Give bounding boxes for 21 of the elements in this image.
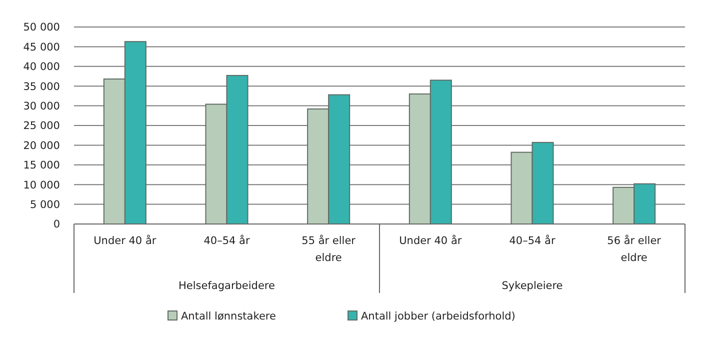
x-tick-label: 56 år eller eldre (607, 234, 662, 264)
y-tick-label: 25 000 (23, 120, 60, 132)
text: Helsefagarbeidere (178, 280, 275, 292)
y-tick-label: 0 (53, 218, 60, 231)
y-tick-label: 35 000 (23, 80, 60, 93)
x-tick-label: 40–54 år (204, 234, 250, 247)
x-tick-label: 40–54 år (509, 234, 556, 247)
y-tick-label: 10 000 (23, 179, 60, 192)
y-tick-label: 40 000 (23, 61, 60, 74)
x-tick-label: Under 40 år (399, 234, 462, 247)
legend-label: Antall jobber (arbeidsforhold) (361, 310, 516, 323)
y-tick-label: 5 000 (30, 198, 60, 211)
legend-label: Antall lønnstakere (181, 310, 276, 323)
y-tick-label: 30 000 (23, 100, 60, 112)
text: Sykepleiere (502, 280, 563, 292)
y-tick-label: 20 000 (23, 140, 60, 152)
x-tick-label: 55 år eller eldre (302, 234, 356, 264)
y-tick-label: 45 000 (23, 41, 60, 54)
y-tick-label: 50 000 (23, 22, 60, 34)
y-tick-label: 15 000 (23, 160, 60, 172)
x-tick-label: Under 40 år (94, 234, 157, 247)
